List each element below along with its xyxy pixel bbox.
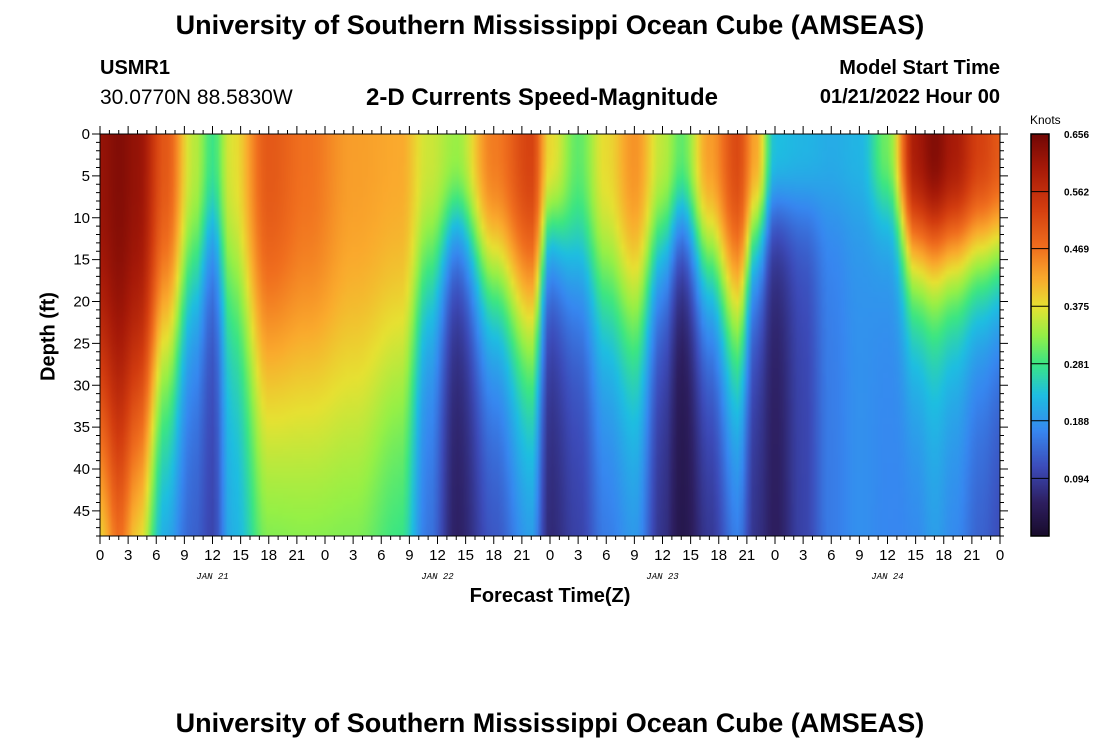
x-tick-label: 6	[602, 547, 610, 564]
colorbar-tick-label: 0.188	[1064, 417, 1089, 428]
y-tick-label: 0	[82, 126, 90, 143]
x-tick-label: 21	[739, 547, 756, 564]
x-tick-label: 3	[574, 547, 582, 564]
x-tick-label: 6	[152, 547, 160, 564]
x-tick-label: 15	[457, 547, 474, 564]
x-tick-label: 18	[935, 547, 952, 564]
x-tick-label: 0	[546, 547, 554, 564]
model-start-value: 01/21/2022 Hour 00	[819, 86, 1000, 108]
x-tick-label: 12	[879, 547, 896, 564]
colorbar-raster	[1031, 134, 1049, 536]
y-tick-label: 40	[73, 461, 90, 478]
heatmap-raster	[100, 134, 1000, 536]
colorbar-tick-label: 0.656	[1064, 130, 1089, 141]
y-tick-label: 5	[82, 168, 90, 185]
x-tick-label: 12	[654, 547, 671, 564]
day-label: JAN 24	[871, 572, 903, 582]
x-tick-label: 0	[96, 547, 104, 564]
x-axis-label: Forecast Time(Z)	[469, 585, 631, 607]
x-tick-label: 9	[630, 547, 638, 564]
x-tick-label: 12	[204, 547, 221, 564]
x-tick-label: 9	[855, 547, 863, 564]
footer-title: University of Southern Mississippi Ocean…	[175, 708, 925, 738]
y-tick-label: 20	[73, 294, 90, 311]
x-tick-label: 21	[964, 547, 981, 564]
x-tick-label: 0	[321, 547, 329, 564]
x-tick-label: 21	[514, 547, 531, 564]
x-tick-label: 15	[232, 547, 249, 564]
x-tick-label: 3	[799, 547, 807, 564]
chart-subtitle: 2-D Currents Speed-Magnitude	[366, 84, 719, 111]
y-axis-label: Depth (ft)	[37, 292, 60, 381]
axes-group: 0 3 6 9 12 15 18 21 0 3 6 9 12 15 18 21 0 3 6 9 12 15 18 21 0 3 6 9…	[73, 126, 1008, 582]
y-tick-label: 35	[73, 419, 90, 436]
y-tick-label: 25	[73, 335, 90, 352]
x-tick-label: 6	[827, 547, 835, 564]
x-tick-label: 3	[124, 547, 132, 564]
x-tick-label: 12	[429, 547, 446, 564]
x-tick-label: 3	[349, 547, 357, 564]
model-start-label: Model Start Time	[839, 57, 1000, 79]
colorbar-tick-label: 0.375	[1064, 302, 1089, 313]
x-tick-label: 15	[907, 547, 924, 564]
day-label: JAN 22	[421, 572, 454, 582]
colorbar-tick-label: 0.562	[1064, 188, 1089, 199]
x-tick-label: 15	[682, 547, 699, 564]
colorbar-unit: Knots	[1030, 113, 1061, 127]
x-tick-label: 18	[710, 547, 727, 564]
station-id: USMR1	[100, 57, 171, 79]
colorbar-tick-label: 0.094	[1064, 474, 1089, 485]
y-tick-label: 15	[73, 252, 90, 269]
x-tick-label: 18	[260, 547, 277, 564]
x-tick-label: 18	[485, 547, 502, 564]
x-tick-label: 9	[405, 547, 413, 564]
y-tick-label: 30	[73, 377, 90, 394]
x-tick-label: 21	[289, 547, 306, 564]
day-label: JAN 21	[196, 572, 228, 582]
x-tick-label: 0	[996, 547, 1004, 564]
x-tick-label: 6	[377, 547, 385, 564]
station-coordinates: 30.0770N 88.5830W	[100, 86, 293, 109]
x-tick-label: 9	[180, 547, 188, 564]
chart-title: University of Southern Mississippi Ocean…	[175, 10, 925, 40]
colorbar-tick-label: 0.281	[1064, 360, 1089, 371]
day-label: JAN 23	[646, 572, 679, 582]
colorbar-axis: 0.656 0.562 0.469 0.375 0.281 0.188 0.094	[1031, 130, 1089, 485]
y-tick-label: 45	[73, 503, 90, 520]
y-tick-label: 10	[73, 210, 90, 227]
x-tick-label: 0	[771, 547, 779, 564]
colorbar-tick-label: 0.469	[1064, 245, 1089, 256]
